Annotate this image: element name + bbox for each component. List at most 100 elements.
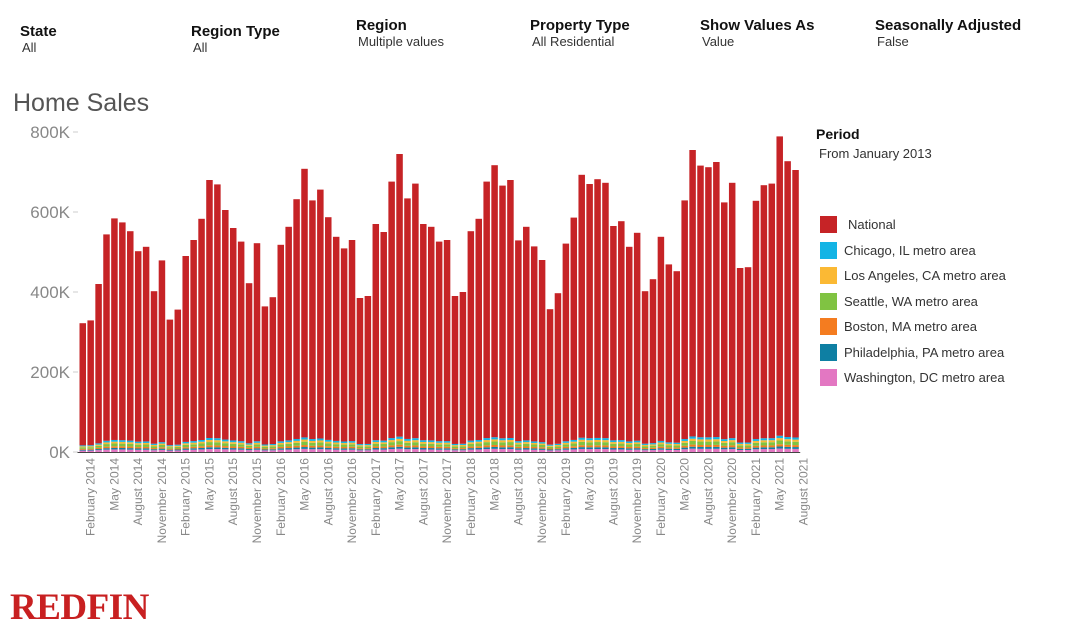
bar-segment-chicago[interactable] — [499, 438, 506, 441]
bar-segment-chicago[interactable] — [301, 437, 308, 440]
bar-segment-washington[interactable] — [610, 449, 617, 452]
bar-segment-seattle[interactable] — [625, 444, 633, 447]
bar-segment-boston[interactable] — [214, 445, 221, 448]
bar-segment-chicago[interactable] — [562, 441, 570, 443]
bar-segment-washington[interactable] — [325, 449, 332, 452]
bar-segment-seattle[interactable] — [760, 442, 768, 446]
bar-segment-chicago[interactable] — [356, 444, 364, 446]
bar-segment-seattle[interactable] — [222, 443, 229, 447]
bar-segment-national[interactable] — [554, 293, 562, 444]
bar-segment-philadelphia[interactable] — [332, 448, 340, 450]
bar-segment-national[interactable] — [412, 183, 419, 439]
bar-segment-washington[interactable] — [364, 450, 372, 452]
bar-segment-seattle[interactable] — [158, 445, 166, 448]
bar-segment-seattle[interactable] — [530, 444, 538, 447]
bar-segment-chicago[interactable] — [127, 440, 134, 443]
bar-segment-chicago[interactable] — [412, 438, 419, 441]
bar-segment-chicago[interactable] — [427, 440, 435, 443]
bar-segment-philadelphia[interactable] — [602, 447, 609, 450]
bar-segment-washington[interactable] — [214, 449, 221, 452]
bar-segment-boston[interactable] — [483, 445, 490, 448]
bar-segment-philadelphia[interactable] — [119, 447, 126, 450]
bar-segment-washington[interactable] — [420, 449, 427, 452]
bar-segment-philadelphia[interactable] — [380, 448, 387, 450]
bar-segment-chicago[interactable] — [538, 442, 546, 444]
bar-segment-washington[interactable] — [245, 450, 253, 452]
bar-segment-national[interactable] — [111, 218, 118, 440]
bar-segment-chicago[interactable] — [673, 442, 681, 445]
bar-segment-national[interactable] — [523, 226, 530, 441]
bar-segment-philadelphia[interactable] — [206, 447, 213, 450]
bar-segment-chicago[interactable] — [649, 443, 657, 445]
bar-segment-los-angeles[interactable] — [499, 440, 506, 443]
bar-segment-national[interactable] — [127, 231, 134, 441]
bar-segment-boston[interactable] — [293, 445, 300, 448]
bar-segment-seattle[interactable] — [206, 442, 213, 446]
filter-value[interactable]: False — [877, 34, 909, 49]
bar-segment-los-angeles[interactable] — [776, 438, 783, 441]
bar-segment-chicago[interactable] — [633, 440, 641, 443]
bar-segment-national[interactable] — [570, 217, 578, 440]
bar-segment-philadelphia[interactable] — [79, 449, 87, 451]
bar-segment-washington[interactable] — [697, 448, 704, 452]
bar-segment-national[interactable] — [602, 182, 609, 439]
bar-segment-los-angeles[interactable] — [768, 440, 776, 443]
bar-segment-los-angeles[interactable] — [507, 440, 514, 443]
bar-segment-seattle[interactable] — [285, 443, 292, 447]
bar-segment-boston[interactable] — [285, 446, 292, 449]
bar-segment-philadelphia[interactable] — [198, 447, 205, 450]
bar-segment-boston[interactable] — [356, 448, 364, 450]
bar-segment-philadelphia[interactable] — [665, 448, 673, 450]
bar-segment-los-angeles[interactable] — [317, 440, 324, 443]
bar-segment-chicago[interactable] — [744, 442, 752, 444]
bar-segment-national[interactable] — [744, 267, 752, 443]
bar-segment-national[interactable] — [214, 184, 221, 439]
bar-segment-chicago[interactable] — [475, 439, 483, 442]
bar-segment-seattle[interactable] — [744, 445, 752, 448]
bar-segment-philadelphia[interactable] — [633, 448, 641, 450]
bar-segment-philadelphia[interactable] — [388, 447, 395, 450]
bar-segment-boston[interactable] — [317, 445, 324, 448]
bar-segment-los-angeles[interactable] — [134, 443, 142, 445]
bar-segment-boston[interactable] — [443, 446, 451, 449]
bar-segment-boston[interactable] — [610, 446, 617, 449]
bar-segment-boston[interactable] — [325, 446, 332, 448]
bar-segment-los-angeles[interactable] — [641, 444, 649, 447]
bar-segment-national[interactable] — [95, 284, 102, 444]
bar-segment-national[interactable] — [150, 291, 158, 444]
bar-segment-boston[interactable] — [103, 446, 110, 449]
bar-segment-philadelphia[interactable] — [515, 448, 522, 450]
bar-segment-philadelphia[interactable] — [530, 448, 538, 450]
bar-segment-philadelphia[interactable] — [245, 449, 253, 451]
bar-segment-chicago[interactable] — [443, 441, 451, 443]
bar-segment-los-angeles[interactable] — [325, 441, 332, 444]
bar-segment-los-angeles[interactable] — [760, 440, 768, 443]
bar-segment-los-angeles[interactable] — [665, 443, 673, 446]
bar-segment-philadelphia[interactable] — [404, 447, 411, 450]
bar-segment-seattle[interactable] — [578, 441, 585, 446]
bar-segment-chicago[interactable] — [736, 442, 744, 444]
bar-segment-boston[interactable] — [245, 447, 253, 450]
bar-segment-national[interactable] — [562, 243, 570, 442]
bar-segment-washington[interactable] — [127, 449, 134, 452]
bar-segment-national[interactable] — [610, 226, 617, 441]
bar-segment-los-angeles[interactable] — [625, 442, 633, 445]
bar-segment-boston[interactable] — [277, 446, 285, 449]
bar-segment-national[interactable] — [752, 200, 760, 440]
bar-segment-chicago[interactable] — [245, 443, 253, 445]
bar-segment-boston[interactable] — [87, 448, 94, 450]
bar-segment-philadelphia[interactable] — [237, 448, 245, 450]
bar-segment-chicago[interactable] — [705, 437, 712, 440]
bar-segment-boston[interactable] — [578, 445, 585, 448]
bar-segment-los-angeles[interactable] — [245, 444, 253, 446]
bar-segment-national[interactable] — [665, 264, 673, 443]
filter-value[interactable]: Value — [702, 34, 735, 49]
bar-segment-national[interactable] — [721, 202, 728, 440]
bar-segment-philadelphia[interactable] — [150, 449, 158, 451]
bar-segment-national[interactable] — [388, 181, 395, 439]
bar-segment-philadelphia[interactable] — [261, 449, 269, 451]
bar-segment-chicago[interactable] — [586, 438, 593, 441]
bar-segment-chicago[interactable] — [546, 444, 554, 446]
bar-segment-seattle[interactable] — [705, 441, 712, 446]
bar-segment-seattle[interactable] — [309, 442, 316, 446]
